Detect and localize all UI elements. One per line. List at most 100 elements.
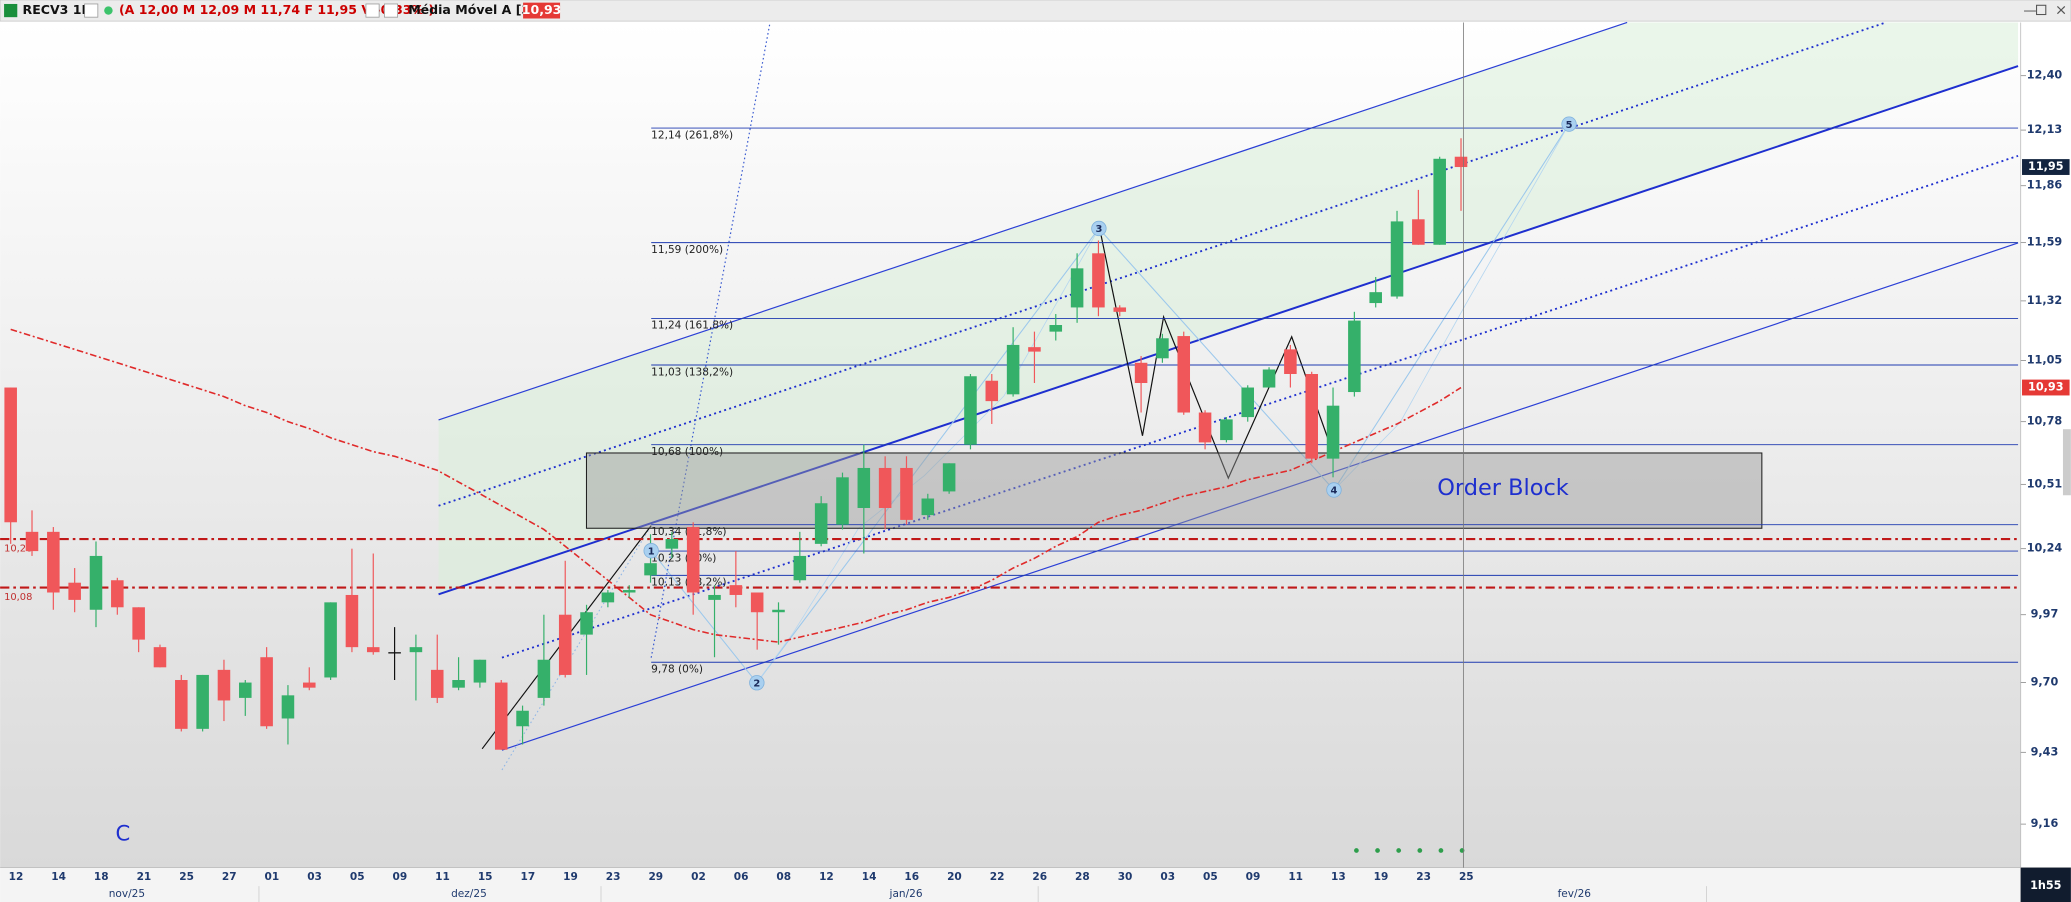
window-minimize[interactable]: — — [2023, 4, 2036, 19]
x-tick-label: 11 — [435, 871, 450, 883]
x-tick-label: 02 — [691, 871, 706, 883]
candle-body — [175, 680, 188, 729]
status-dot — [104, 6, 113, 15]
x-tick-label: 09 — [393, 871, 408, 883]
x-tick-label: 22 — [990, 871, 1005, 883]
candle-body — [1028, 347, 1041, 352]
wave-marker — [1326, 482, 1342, 498]
candle-body — [900, 467, 913, 520]
time-box — [2020, 867, 2071, 902]
month-label: fev/26 — [1558, 888, 1592, 900]
month-label: jan/26 — [889, 888, 923, 900]
candle-body — [1262, 369, 1276, 388]
candle-body — [1326, 405, 1340, 459]
corner-label: C — [116, 821, 131, 846]
wave-label: 3 — [1095, 224, 1102, 235]
x-tick-label: 14 — [51, 871, 66, 883]
candle-body — [303, 682, 316, 688]
wave-marker — [749, 675, 765, 691]
x-tick-label: 03 — [307, 871, 322, 883]
candle-body — [1156, 338, 1169, 359]
side-tab[interactable] — [2062, 429, 2071, 496]
candle-body — [985, 380, 999, 402]
asset-icon — [4, 3, 18, 18]
y-tick-label: 11,05 — [2027, 354, 2063, 367]
x-tick-label: 25 — [1459, 871, 1474, 883]
ticker: RECV3 1D — [23, 2, 92, 17]
candle-body — [836, 477, 849, 525]
candle-body — [409, 647, 423, 653]
month-label: nov/25 — [109, 888, 145, 900]
x-tick-label: 19 — [563, 871, 578, 883]
moving-average — [10, 328, 1462, 643]
candle-body — [196, 674, 209, 729]
fib-label: 11,03 (138,2%) — [651, 366, 733, 378]
price-marker — [2022, 159, 2070, 175]
channel-fill — [438, 22, 2019, 595]
candle-body — [111, 580, 124, 608]
x-tick-label: 08 — [776, 871, 791, 883]
wave-marker — [1091, 220, 1107, 237]
x-tick-label: 01 — [265, 871, 280, 883]
wave-label: 2 — [753, 678, 760, 689]
x-tick-label: 03 — [1160, 871, 1175, 883]
candle-body — [153, 647, 167, 668]
support-label: 10,08 — [4, 592, 32, 603]
x-tick-label: 29 — [648, 871, 663, 883]
x-tick-label: 05 — [1203, 871, 1218, 883]
time-axis — [0, 867, 2071, 902]
icon-button[interactable] — [365, 3, 380, 18]
add-button[interactable] — [384, 3, 399, 18]
candle-body — [1241, 387, 1255, 418]
channel-line — [501, 242, 2019, 751]
candle-body — [47, 531, 60, 593]
x-tick-label: 30 — [1118, 871, 1133, 883]
time-label: 1h55 — [2030, 879, 2062, 892]
candle-body — [345, 594, 359, 648]
candle-body — [217, 669, 231, 701]
order-block — [585, 452, 1763, 529]
x-tick-label: 12 — [9, 871, 24, 883]
candle-body — [622, 590, 636, 593]
y-tick-label: 9,16 — [2031, 817, 2059, 830]
x-tick-label: 21 — [137, 871, 152, 883]
candle-body — [260, 657, 273, 727]
candle-body — [1177, 336, 1191, 413]
window-close[interactable]: × — [2055, 3, 2067, 19]
price-marker — [2022, 379, 2070, 396]
candle-body — [750, 592, 764, 613]
price-marker-label: 11,95 — [2028, 160, 2064, 173]
indicator-value: 10,93 — [522, 2, 562, 17]
candle-body — [1134, 362, 1148, 384]
candle-body — [1006, 344, 1020, 395]
x-tick-label: 23 — [606, 871, 621, 883]
candle-body — [942, 463, 956, 492]
candle-body — [281, 695, 295, 719]
candle-body — [4, 387, 17, 523]
candle-body — [964, 376, 977, 445]
window-maximize[interactable] — [2036, 4, 2047, 16]
candle-body — [1412, 219, 1425, 245]
trend-dotted — [501, 525, 652, 771]
wave-label: 1 — [648, 546, 655, 557]
price-marker-label: 10,93 — [2028, 381, 2064, 394]
candle-body — [1113, 307, 1127, 312]
indicator-name: Média Móvel A [34] — [408, 2, 544, 17]
x-tick-label: 27 — [222, 871, 237, 883]
candle-body — [1433, 158, 1446, 245]
candle-body — [494, 682, 508, 750]
candle-body — [430, 669, 444, 698]
x-tick-label: 26 — [1032, 871, 1047, 883]
x-tick-label: 23 — [1416, 871, 1431, 883]
candle-body — [814, 503, 828, 544]
x-tick-label: 19 — [1374, 871, 1389, 883]
candle-body — [516, 710, 529, 727]
candle-body — [324, 602, 337, 678]
wave-label: 4 — [1331, 486, 1338, 497]
icon-button[interactable] — [84, 3, 99, 18]
month-label: dez/25 — [451, 888, 487, 900]
y-tick-label: 10,78 — [2027, 415, 2063, 428]
fib-label: 11,59 (200%) — [651, 244, 723, 256]
candle-body — [25, 531, 39, 552]
